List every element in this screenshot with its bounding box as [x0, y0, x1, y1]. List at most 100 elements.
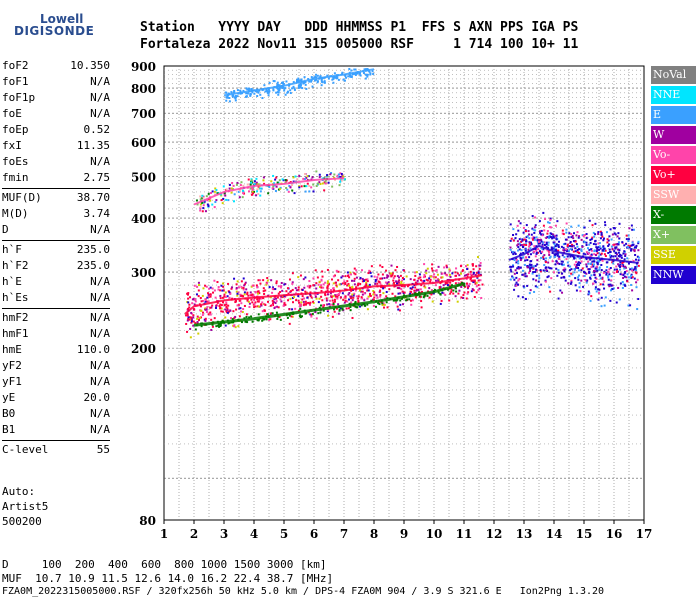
echo-point [298, 315, 301, 318]
echo-point [333, 274, 336, 277]
echo-point [396, 305, 399, 308]
echo-point [537, 242, 540, 245]
echo-point [214, 296, 217, 299]
echo-point [602, 239, 605, 242]
echo-point [346, 284, 349, 287]
echo-point [517, 283, 520, 286]
echo-point [229, 309, 232, 312]
echo-point [597, 298, 600, 301]
x-tick-label: 14 [546, 527, 563, 541]
echo-point [246, 183, 249, 186]
echo-point [335, 284, 338, 287]
echo-point [267, 94, 270, 97]
echo-point [631, 243, 634, 246]
echo-point [268, 81, 271, 84]
echo-point [207, 292, 210, 295]
echo-point [542, 248, 545, 251]
echo-point [381, 303, 384, 306]
echo-point [519, 244, 522, 247]
echo-point [281, 289, 284, 292]
echo-point [269, 318, 272, 321]
echo-point [194, 328, 197, 331]
echo-point [623, 267, 626, 270]
echo-point [312, 302, 315, 305]
echo-point [311, 312, 314, 315]
echo-point [342, 78, 345, 81]
echo-point [550, 247, 553, 250]
echo-point [547, 244, 550, 247]
echo-point [480, 296, 483, 299]
echo-point [250, 88, 253, 91]
echo-point [379, 295, 382, 298]
echo-point [263, 292, 266, 295]
echo-point [351, 299, 354, 302]
echo-point [538, 277, 541, 280]
echo-point [549, 218, 552, 221]
echo-point [354, 68, 357, 71]
echo-point [256, 95, 259, 98]
echo-point [414, 296, 417, 299]
echo-point [555, 253, 558, 256]
echo-point [308, 184, 311, 187]
echo-point [230, 191, 233, 194]
echo-point [291, 189, 294, 192]
echo-point [398, 309, 401, 312]
echo-point [347, 298, 350, 301]
echo-point [340, 276, 343, 279]
echo-point [515, 258, 518, 261]
echo-point [428, 277, 431, 280]
echo-point [301, 315, 303, 318]
echo-point [206, 199, 209, 202]
echo-point [362, 72, 365, 75]
echo-point [285, 80, 288, 83]
echo-point [566, 244, 569, 247]
echo-point [428, 296, 431, 299]
echo-point [373, 293, 376, 296]
echo-point [295, 289, 298, 292]
echo-point [392, 276, 395, 279]
echo-point [593, 273, 596, 276]
echo-point [535, 236, 538, 239]
echo-point [448, 273, 451, 276]
echo-point [388, 283, 391, 286]
echo-point [266, 279, 269, 282]
echo-point [238, 196, 241, 199]
x-tick-label: 12 [486, 527, 503, 541]
echo-point [627, 262, 630, 265]
echo-point [630, 224, 633, 227]
echo-point [544, 261, 547, 264]
echo-point [340, 172, 343, 175]
echo-point [291, 315, 294, 318]
echo-point [207, 205, 210, 208]
echo-point [572, 240, 575, 243]
echo-point [315, 185, 318, 188]
echo-point [523, 243, 526, 246]
echo-point [293, 192, 296, 195]
echo-point [601, 259, 604, 262]
param-label: fmin [2, 171, 29, 184]
echo-point [604, 249, 607, 252]
echo-point [613, 271, 616, 274]
echo-point [349, 271, 352, 274]
echo-point [272, 185, 275, 188]
echo-point [616, 235, 619, 238]
echo-point [233, 277, 236, 280]
echo-point [211, 323, 214, 326]
echo-point [454, 271, 457, 274]
legend-item: SSW [651, 186, 696, 204]
echo-point [463, 282, 466, 285]
echo-point [297, 286, 300, 289]
echo-point [259, 187, 262, 190]
echo-point [256, 298, 259, 301]
echo-point [409, 299, 412, 302]
echo-point [446, 281, 449, 284]
echo-point [337, 279, 340, 282]
echo-point [610, 238, 613, 241]
echo-point [315, 73, 318, 76]
echo-point [622, 274, 625, 277]
echo-point [627, 244, 630, 247]
echo-point [530, 260, 533, 263]
echo-point [242, 184, 245, 187]
echo-point [573, 257, 576, 260]
param-label: hmF1 [2, 327, 29, 340]
